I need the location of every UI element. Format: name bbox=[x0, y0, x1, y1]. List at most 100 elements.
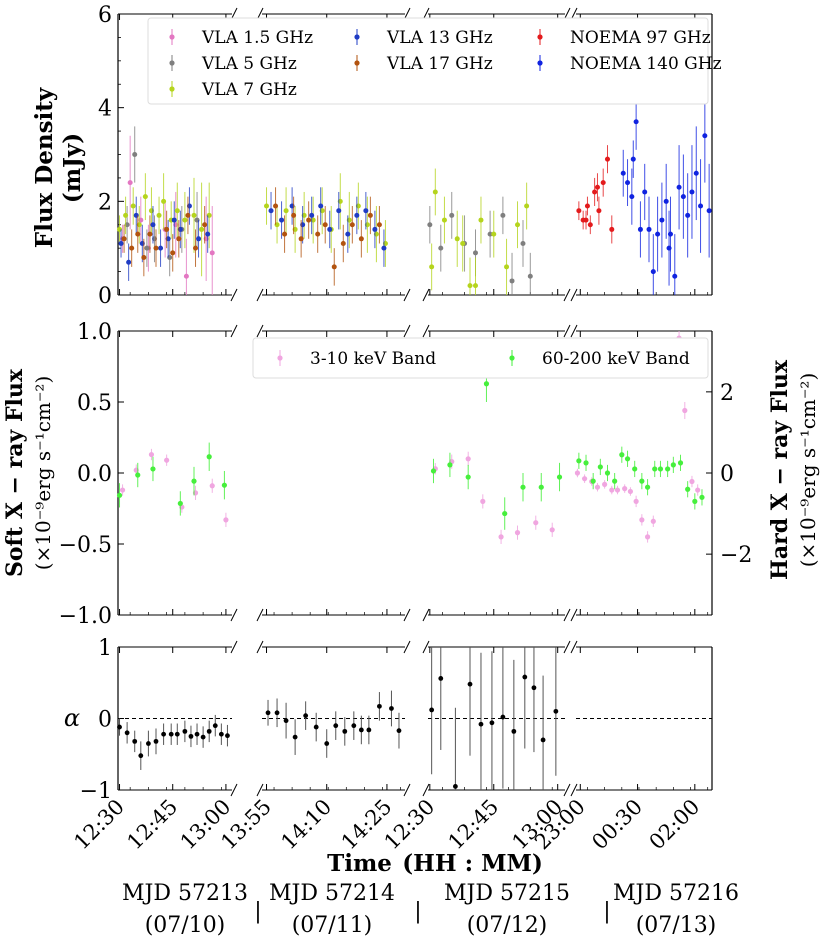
x-tick-label: 12:30 bbox=[380, 795, 440, 855]
radio-point bbox=[363, 208, 369, 214]
alpha-point bbox=[500, 714, 506, 720]
axis-break-mark bbox=[230, 640, 238, 654]
xray-point bbox=[622, 486, 628, 492]
radio-point bbox=[176, 236, 182, 242]
legend-label: VLA 5 GHz bbox=[201, 54, 297, 74]
radio-point bbox=[340, 240, 346, 246]
alpha-point bbox=[182, 728, 188, 734]
radio-point bbox=[367, 212, 373, 218]
radio-point bbox=[183, 273, 189, 279]
x-tick-label: 14:10 bbox=[276, 795, 336, 855]
radio-point bbox=[460, 240, 466, 246]
xray-point bbox=[619, 452, 625, 458]
xray-point bbox=[633, 498, 639, 504]
xray-left-ylabel-line1: Soft X − ray Flux bbox=[2, 368, 28, 577]
axis-break-mark bbox=[230, 324, 238, 338]
radio-point bbox=[524, 203, 530, 209]
radio-point bbox=[520, 240, 526, 246]
y-tick-label: 1.0 bbox=[77, 320, 112, 345]
radio-point bbox=[196, 236, 202, 242]
xray-point bbox=[652, 466, 658, 472]
axis-break-mark bbox=[570, 640, 578, 654]
xray-point bbox=[657, 466, 664, 472]
xray-point bbox=[177, 500, 183, 507]
legend-label: VLA 1.5 GHz bbox=[201, 28, 313, 48]
radio-point bbox=[309, 212, 315, 218]
axis-break-mark bbox=[570, 608, 578, 622]
alpha-point bbox=[124, 730, 130, 736]
xray-point bbox=[465, 474, 471, 480]
xray-point bbox=[639, 478, 645, 484]
radio-point bbox=[306, 217, 312, 223]
alpha-point bbox=[342, 728, 348, 734]
legend-marker bbox=[277, 355, 283, 361]
radio-point bbox=[121, 236, 127, 242]
xray-point bbox=[689, 478, 695, 485]
xray-point bbox=[597, 464, 603, 470]
xray-point bbox=[609, 487, 615, 493]
alpha-point bbox=[212, 723, 218, 729]
x-tick-label: 12:45 bbox=[122, 795, 182, 855]
radio-point bbox=[441, 217, 447, 223]
y-tick-label: 4 bbox=[98, 97, 112, 122]
alpha-point bbox=[396, 728, 402, 734]
axis-break-mark bbox=[256, 324, 264, 338]
radio-point bbox=[592, 189, 598, 195]
axis-break-mark bbox=[403, 640, 411, 654]
radio-point bbox=[650, 269, 656, 275]
legend-marker bbox=[354, 34, 360, 40]
radio-point bbox=[676, 184, 682, 190]
xray-right-ylabel-line2: (×10⁻⁹erg s⁻¹cm⁻²) bbox=[796, 373, 820, 568]
axis-break-mark bbox=[256, 783, 264, 797]
xray-point bbox=[590, 478, 596, 484]
radio-point bbox=[118, 240, 124, 246]
radio-point bbox=[381, 245, 387, 251]
radio-point bbox=[283, 208, 289, 214]
radio-point bbox=[127, 180, 133, 186]
axis-break-mark bbox=[256, 288, 264, 302]
alpha-point bbox=[146, 741, 151, 746]
axis-ticks: 0246−1.0−0.50.00.51.0−202−10112:3012:451… bbox=[59, 3, 753, 854]
legend-marker bbox=[354, 60, 360, 66]
alpha-point bbox=[174, 731, 180, 737]
radio-point bbox=[633, 119, 639, 125]
mjd-date-label: (07/10) bbox=[145, 913, 226, 938]
radio-ylabel-line1: Flux Density bbox=[31, 87, 58, 248]
mjd-label: MJD 57216 bbox=[613, 881, 739, 906]
xray-point bbox=[574, 470, 581, 476]
mjd-label: MJD 57213 bbox=[122, 881, 248, 906]
y-tick-label: 0 bbox=[98, 284, 112, 309]
radio-point bbox=[336, 208, 342, 214]
y-tick-label: −0.5 bbox=[59, 533, 112, 558]
xray-point bbox=[549, 527, 555, 533]
legend-marker bbox=[509, 355, 515, 361]
alpha-point bbox=[540, 737, 546, 743]
radio-point bbox=[209, 250, 215, 256]
legends: VLA 1.5 GHz VLA 5 GHz VLA 7 GHz VLA 13 GHz V… bbox=[147, 17, 722, 379]
radio-point bbox=[354, 212, 360, 218]
legend-label: NOEMA 97 GHz bbox=[570, 28, 711, 48]
radio-point bbox=[637, 226, 643, 232]
radio-point bbox=[161, 198, 167, 204]
xray-point bbox=[116, 492, 123, 498]
x-tick-label: 02:00 bbox=[645, 795, 705, 855]
alpha-point bbox=[313, 724, 319, 730]
xray-point bbox=[465, 456, 471, 462]
alpha-point bbox=[553, 708, 559, 714]
radio-point bbox=[142, 194, 148, 200]
xray-point bbox=[206, 454, 212, 460]
legend-label: 3-10 keV Band bbox=[310, 349, 436, 369]
radio-point bbox=[268, 208, 274, 214]
xray-point bbox=[538, 484, 544, 490]
radio-point bbox=[135, 231, 141, 237]
radio-point bbox=[604, 156, 610, 162]
radio-point bbox=[199, 226, 205, 232]
x-axis-title-unit: (HH : MM) bbox=[402, 850, 543, 877]
radio-point bbox=[153, 245, 159, 251]
radio-point bbox=[427, 222, 433, 228]
radio-point bbox=[123, 212, 129, 218]
radio-point bbox=[594, 184, 600, 190]
radio-point bbox=[515, 222, 521, 228]
xray-point bbox=[583, 460, 589, 466]
